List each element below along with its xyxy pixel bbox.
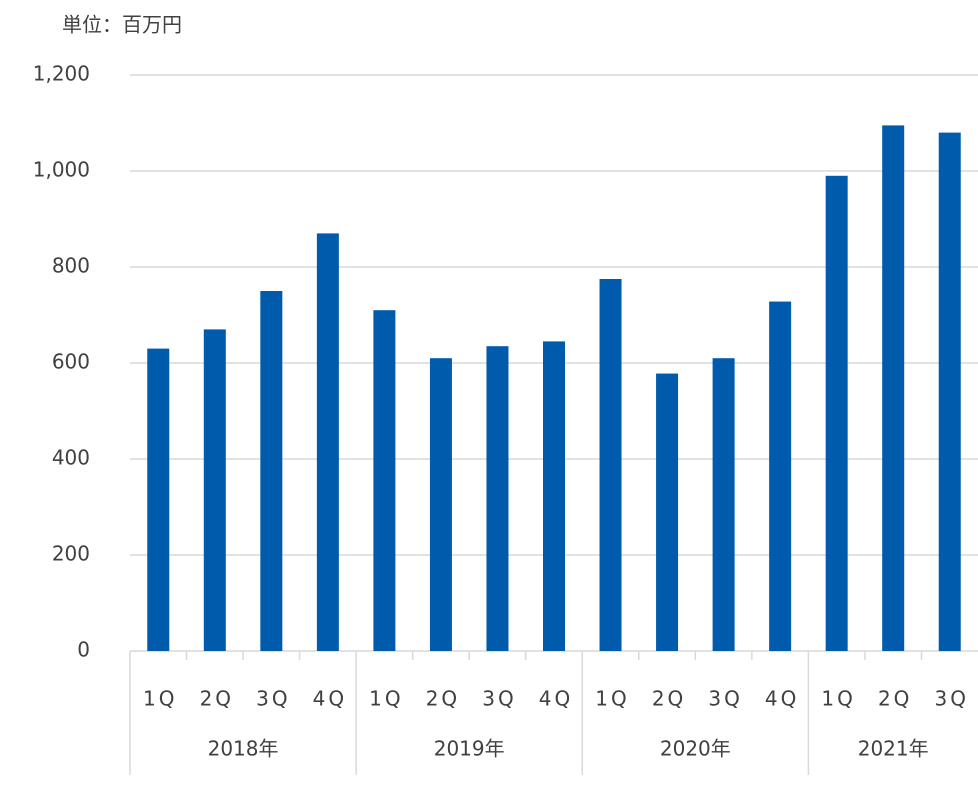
bar: [882, 125, 905, 651]
x-tick-label: 1Q: [369, 687, 403, 711]
bar: [260, 291, 283, 651]
y-tick-label: 1,000: [33, 158, 90, 182]
group-label: 2020年: [660, 737, 731, 761]
x-tick-label: 3Q: [708, 687, 742, 711]
bar: [599, 279, 622, 651]
bar: [373, 310, 396, 651]
x-tick-label: 4Q: [539, 687, 573, 711]
x-tick-label: 4Q: [765, 687, 799, 711]
x-tick-label: 1Q: [821, 687, 855, 711]
bar: [825, 175, 848, 652]
y-tick-label: 800: [52, 254, 90, 278]
bar: [543, 341, 565, 651]
x-tick-label: 1Q: [595, 687, 629, 711]
bar: [938, 132, 961, 652]
group-label: 2021年: [858, 737, 929, 761]
group-label: 2018年: [208, 737, 279, 761]
y-tick-label: 400: [52, 446, 90, 470]
y-tick-label: 200: [52, 542, 90, 566]
bar: [712, 358, 735, 651]
y-tick-label: 0: [77, 638, 90, 662]
bar: [147, 348, 170, 651]
x-tick-label: 2Q: [200, 687, 234, 711]
x-tick-label: 2Q: [878, 687, 912, 711]
group-label: 2019年: [434, 737, 505, 761]
bar: [656, 373, 679, 651]
y-tick-label: 1,200: [33, 62, 90, 86]
y-tick-label: 600: [52, 350, 90, 374]
bar: [203, 329, 226, 651]
x-tick-label: 3Q: [256, 687, 290, 711]
x-tick-label: 3Q: [482, 687, 516, 711]
x-tick-label: 3Q: [934, 687, 968, 711]
x-tick-label: 1Q: [143, 687, 177, 711]
bar: [316, 233, 339, 651]
unit-label: 単位：百万円: [62, 13, 182, 37]
bar: [429, 358, 452, 651]
bar: [486, 346, 509, 651]
bar: [769, 301, 792, 651]
x-tick-label: 2Q: [652, 687, 686, 711]
x-tick-label: 2Q: [426, 687, 460, 711]
x-tick-label: 4Q: [313, 687, 347, 711]
